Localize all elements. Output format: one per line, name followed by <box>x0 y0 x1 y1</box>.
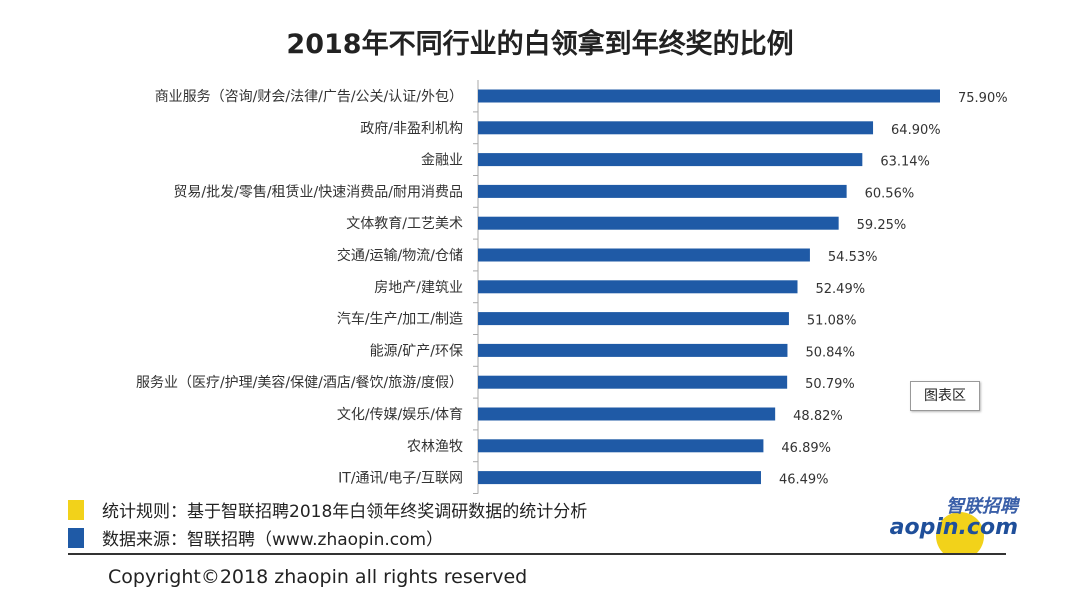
bar <box>478 312 789 326</box>
category-label: 政府/非盈利机构 <box>360 121 463 137</box>
bar <box>478 375 788 389</box>
data-label: 51.08% <box>807 314 857 329</box>
data-label: 52.49% <box>816 282 866 297</box>
svg-text:智联招聘: 智联招聘 <box>946 496 1020 517</box>
bar <box>478 89 940 103</box>
legend-source-text: 数据来源：智联招聘（www.zhaopin.com） <box>102 530 444 550</box>
bar-chart: 商业服务（咨询/财会/法律/广告/公关/认证/外包） 75.90% 政府/非盈利机构… <box>136 80 1008 494</box>
legend-source: 数据来源：智联招聘（www.zhaopin.com） <box>68 525 443 550</box>
category-label: 服务业（医疗/护理/美容/保健/酒店/餐饮/旅游/度假） <box>136 374 463 391</box>
legend-rule-text: 统计规则：基于智联招聘2018年白领年终奖调研数据的统计分析 <box>102 502 588 522</box>
category-label: 文化/传媒/娱乐/体育 <box>337 407 463 423</box>
bar <box>478 407 776 421</box>
zhaopin-logo: 智联招聘 zhaopin.com <box>890 496 1020 554</box>
data-label: 46.89% <box>781 441 831 456</box>
copyright: Copyright©2018 zhaopin all rights reserv… <box>108 566 528 588</box>
data-label: 46.49% <box>779 473 829 488</box>
bar <box>478 439 764 453</box>
data-label: 63.14% <box>880 155 930 170</box>
bar <box>478 248 810 262</box>
data-label: 64.90% <box>891 123 941 138</box>
category-label: 汽车/生产/加工/制造 <box>337 311 463 328</box>
bar <box>478 280 798 294</box>
category-label: 房地产/建筑业 <box>374 280 463 296</box>
legend-rule: 统计规则：基于智联招聘2018年白领年终奖调研数据的统计分析 <box>68 497 587 522</box>
bar <box>478 471 761 485</box>
bar <box>478 343 788 357</box>
data-label: 50.79% <box>805 377 855 392</box>
divider <box>68 553 1006 555</box>
category-label: 农林渔牧 <box>407 439 463 455</box>
category-label: 文体教育/工艺美术 <box>346 216 463 232</box>
data-label: 60.56% <box>865 186 915 201</box>
data-label: 48.82% <box>793 409 843 424</box>
data-label: 54.53% <box>828 250 878 265</box>
bar <box>478 216 839 230</box>
bar <box>478 184 847 198</box>
yellow-swatch <box>68 499 84 520</box>
data-label: 75.90% <box>958 91 1008 106</box>
category-label: 能源/矿产/环保 <box>370 343 463 359</box>
category-label: 交通/运输/物流/仓储 <box>337 247 463 264</box>
category-label: 商业服务（咨询/财会/法律/广告/公关/认证/外包） <box>155 89 463 105</box>
blue-swatch <box>68 527 84 548</box>
svg-text:zhaopin.com: zhaopin.com <box>890 515 1018 540</box>
category-label: 贸易/批发/零售/租赁业/快速消费品/耐用消费品 <box>173 184 463 200</box>
bar <box>478 153 863 167</box>
chart-area-tooltip: 图表区 <box>910 381 980 411</box>
category-label: 金融业 <box>421 153 463 169</box>
bar <box>478 121 874 135</box>
chart-title: 2018年不同行业的白领拿到年终奖的比例 <box>286 29 794 60</box>
category-label: IT/通讯/电子/互联网 <box>338 471 463 487</box>
data-label: 59.25% <box>857 218 907 233</box>
data-label: 50.84% <box>805 345 855 360</box>
